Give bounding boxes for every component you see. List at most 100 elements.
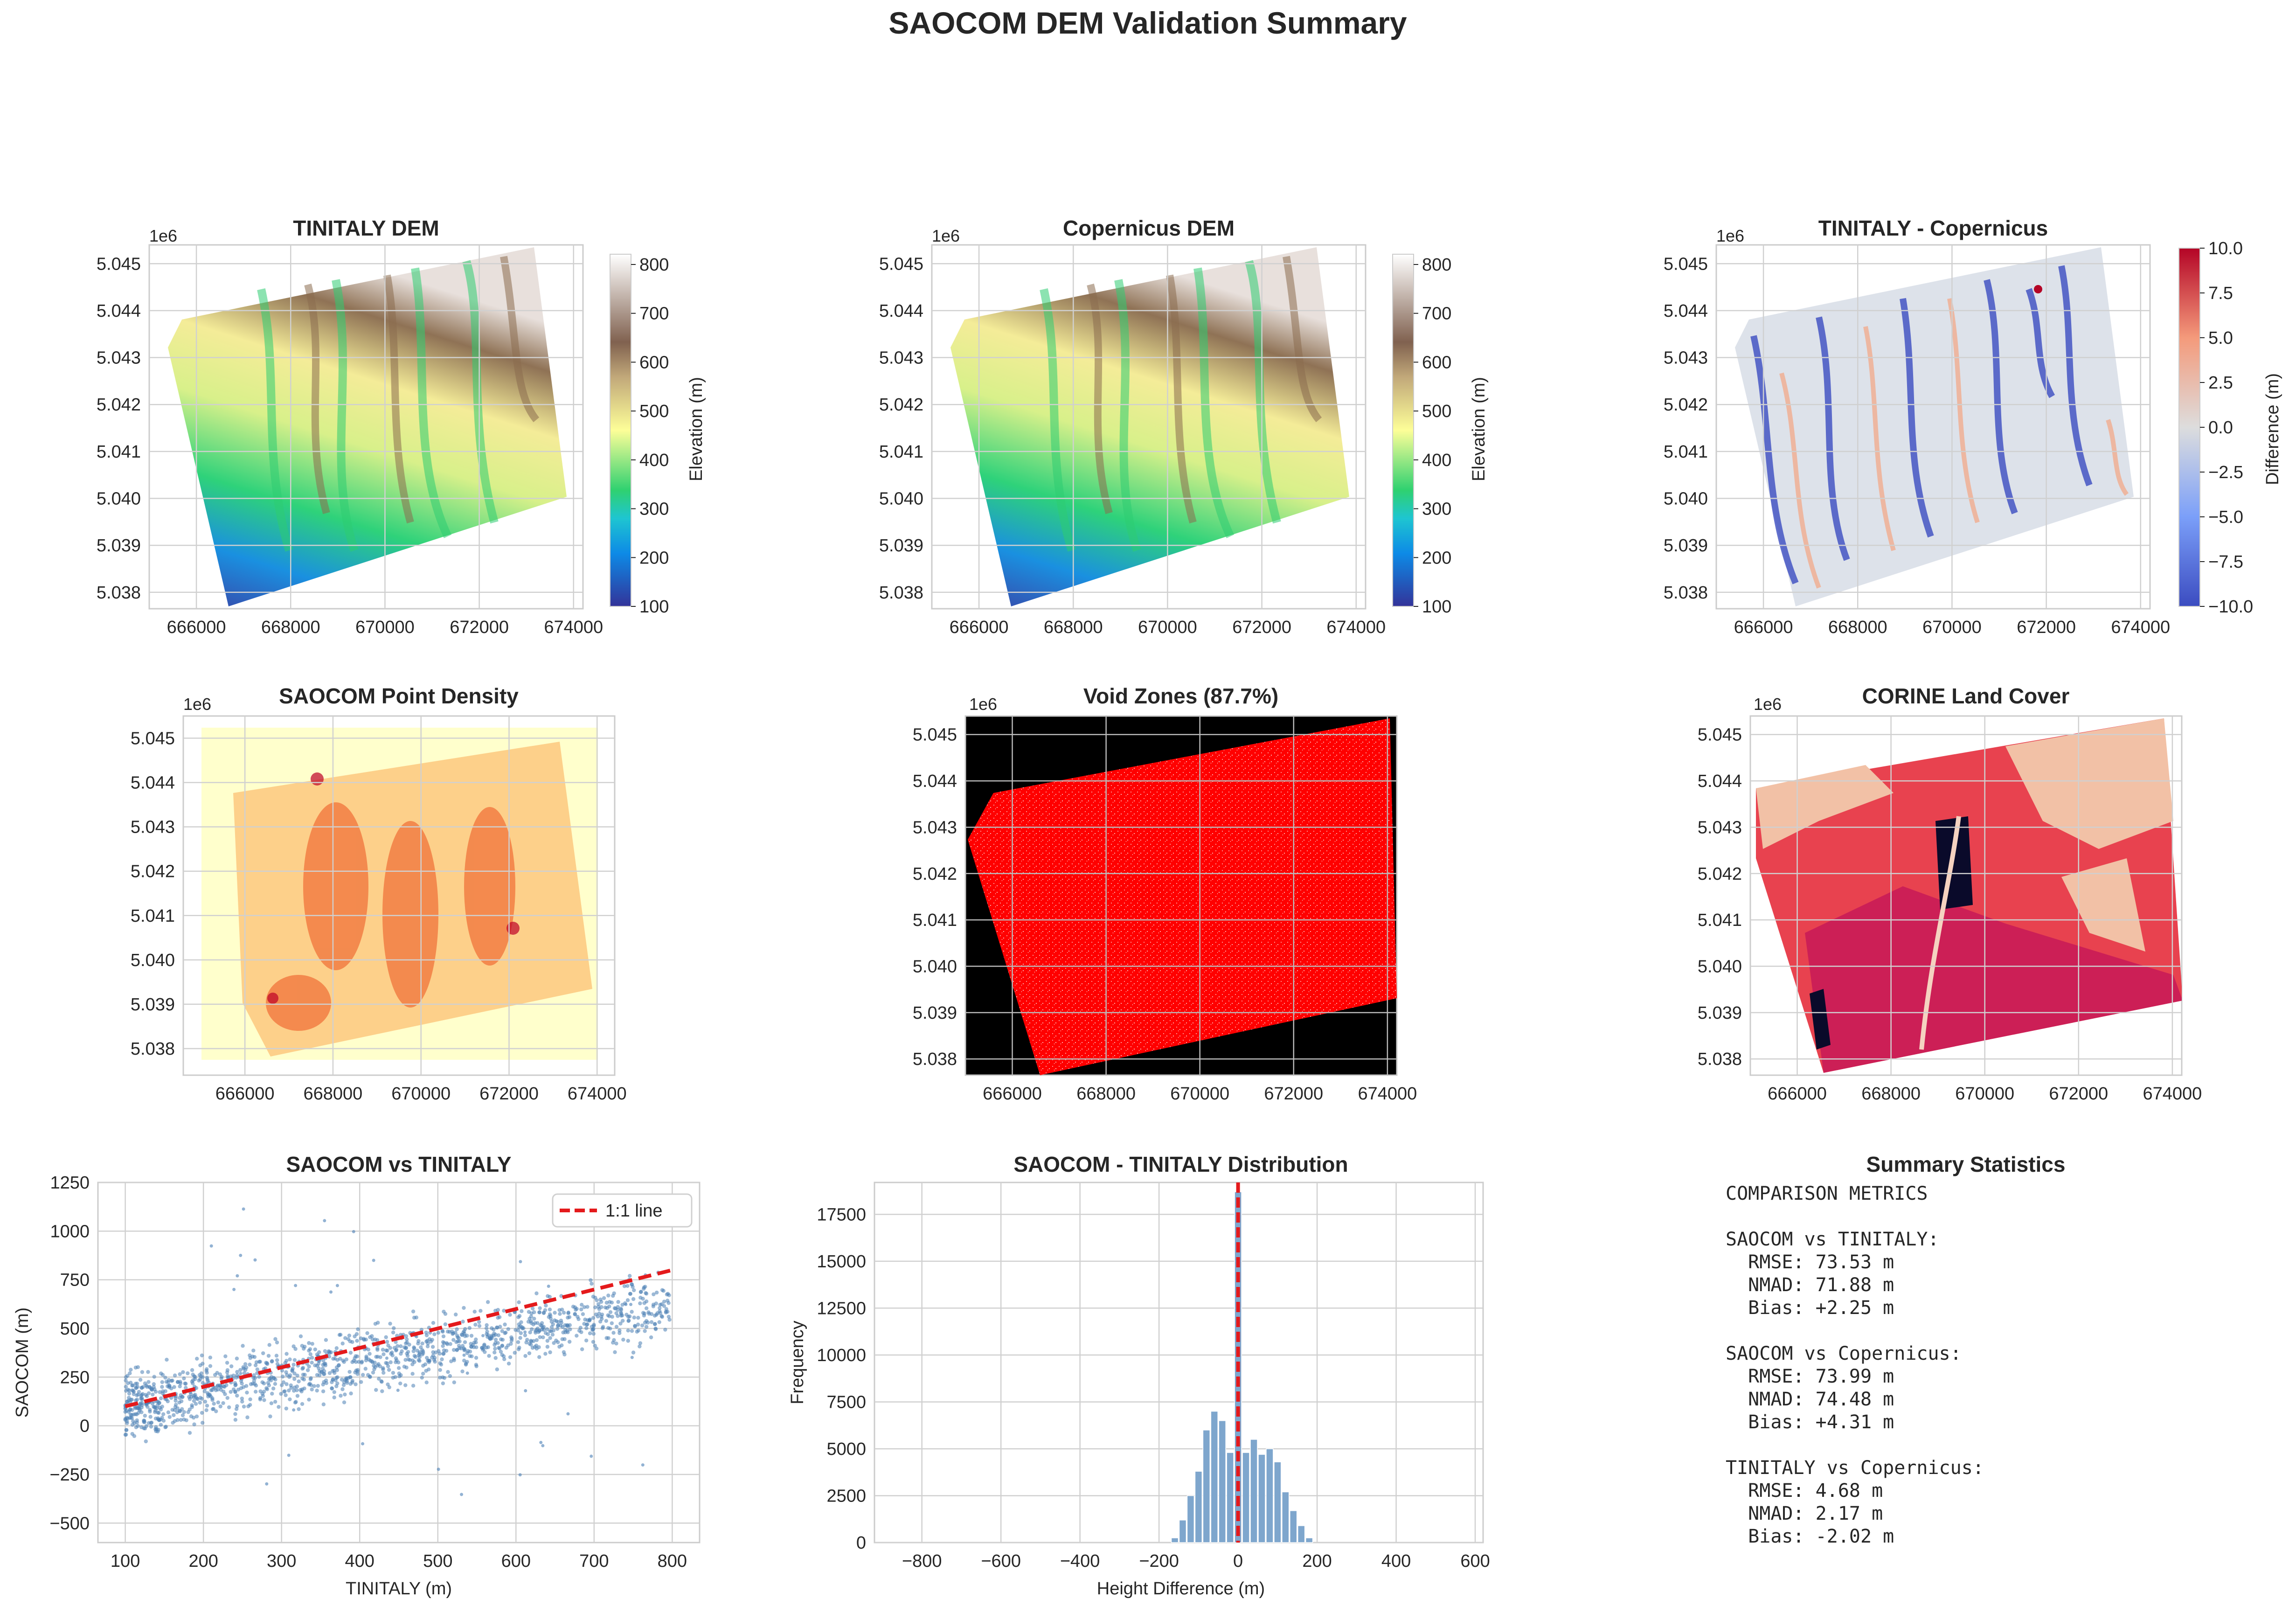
scatter-point: [262, 1398, 266, 1402]
colorbar-tick-label: 5.0: [2208, 328, 2233, 348]
scatter-point: [134, 1425, 139, 1430]
y-tick-label: 5.042: [1664, 395, 1708, 415]
x-tick-label: 672000: [2017, 618, 2076, 637]
y-tick-label: 5.040: [1698, 957, 1742, 977]
scatter-point: [371, 1370, 375, 1375]
scatter-point: [396, 1360, 401, 1365]
scatter-point: [227, 1405, 231, 1410]
scatter-point: [251, 1349, 256, 1353]
colorbar-tick-label: 700: [639, 304, 669, 324]
scatter-point: [160, 1380, 164, 1384]
scatter-point: [153, 1410, 157, 1414]
scatter-point: [126, 1388, 130, 1392]
scatter-point: [235, 1356, 239, 1361]
colorbar-tick-label: 100: [1422, 597, 1451, 617]
scatter-point: [611, 1341, 615, 1345]
scatter-point: [352, 1358, 356, 1363]
scatter-point: [545, 1339, 550, 1343]
scatter-point: [399, 1352, 403, 1356]
grid-lines: [1716, 245, 2150, 609]
scatter-point: [641, 1297, 645, 1301]
scatter-point: [549, 1329, 554, 1333]
y-tick-label: 5.043: [97, 348, 141, 368]
y-tick-label: 5.045: [1698, 725, 1742, 745]
scatter-point: [649, 1320, 654, 1324]
scatter-point: [266, 1381, 271, 1385]
scatter-point: [211, 1407, 216, 1411]
y-tick-label: 5.041: [1664, 442, 1708, 462]
scatter-point: [275, 1362, 280, 1366]
axes-ticks: −800 −600 −400 −200 0 200 400 600 0 2500 5000 7500 1…: [817, 1205, 1490, 1571]
scatter-point: [544, 1303, 548, 1308]
y-tick-label: 5.038: [879, 583, 923, 603]
scatter-outlier: [372, 1258, 375, 1262]
scatter-point: [621, 1337, 625, 1342]
scatter-point: [591, 1328, 595, 1332]
scatter-point: [411, 1349, 416, 1353]
scatter-point: [606, 1293, 610, 1298]
scatter-point: [606, 1313, 610, 1317]
scatter-point: [167, 1384, 171, 1388]
scatter-point: [503, 1322, 507, 1327]
scatter-point: [261, 1394, 265, 1398]
scatter-point: [441, 1344, 445, 1348]
scatter-point: [394, 1356, 398, 1361]
scatter-point: [451, 1348, 456, 1352]
scatter-point: [492, 1328, 496, 1332]
scatter-point: [472, 1309, 477, 1314]
axes-ticks: 666000 668000 670000 672000 674000 5.038 5.039…: [879, 254, 1386, 637]
scatter-point: [552, 1318, 557, 1322]
scatter-point: [226, 1376, 230, 1380]
scatter-point: [541, 1335, 545, 1340]
scatter-point: [532, 1310, 536, 1314]
y-tick-label: 750: [60, 1271, 90, 1290]
x-tick-label: 674000: [1326, 618, 1386, 637]
scatter-point: [583, 1317, 587, 1322]
scatter-point: [272, 1376, 276, 1381]
scatter-point: [345, 1381, 349, 1385]
scatter-point: [124, 1432, 128, 1437]
scatter-point: [496, 1333, 501, 1337]
colorbar-tick-label: 500: [1422, 402, 1451, 421]
scatter-point: [274, 1354, 279, 1358]
scatter-point: [284, 1393, 288, 1397]
scatter-point: [190, 1403, 194, 1407]
scatter-point: [302, 1386, 306, 1391]
scatter-point: [273, 1399, 277, 1404]
scatter-point: [273, 1337, 277, 1341]
y-tick-label: 5.039: [97, 536, 141, 556]
scatter-outlier: [519, 1260, 522, 1264]
scatter-point: [591, 1340, 596, 1344]
scatter-point: [194, 1402, 198, 1406]
scatter-point: [172, 1413, 176, 1417]
scatter-point: [455, 1333, 459, 1338]
legend: 1:1 line: [552, 1193, 693, 1228]
panel-density: 666000 668000 670000 672000 674000 5.038 5.039…: [131, 684, 627, 1104]
scatter-point: [398, 1381, 402, 1386]
scatter-point: [316, 1384, 320, 1388]
y-tick-label: 5.045: [131, 729, 175, 749]
scatter-point: [431, 1353, 436, 1358]
scatter-point: [469, 1344, 473, 1349]
scatter-point: [225, 1361, 229, 1365]
scatter-point: [638, 1344, 642, 1349]
legend-box: [552, 1193, 693, 1228]
scatter-point: [192, 1422, 196, 1426]
scatter-point: [219, 1388, 223, 1392]
scatter-point: [631, 1297, 636, 1301]
y-tick-label: 5.045: [1664, 254, 1708, 274]
scatter-point: [152, 1382, 156, 1386]
scatter-point: [517, 1300, 521, 1305]
scatter-point: [630, 1310, 634, 1314]
scatter-point: [387, 1368, 391, 1372]
scatter-point: [412, 1345, 416, 1349]
axis-offset-label: 1e6: [183, 695, 211, 714]
scatter-point: [417, 1355, 422, 1359]
scatter-point: [370, 1337, 375, 1342]
scatter-point: [261, 1351, 265, 1356]
scatter-outlier: [437, 1467, 440, 1471]
scatter-point: [125, 1421, 129, 1425]
scatter-point: [279, 1391, 283, 1396]
scatter-point: [406, 1357, 410, 1362]
scatter-point: [519, 1320, 523, 1324]
